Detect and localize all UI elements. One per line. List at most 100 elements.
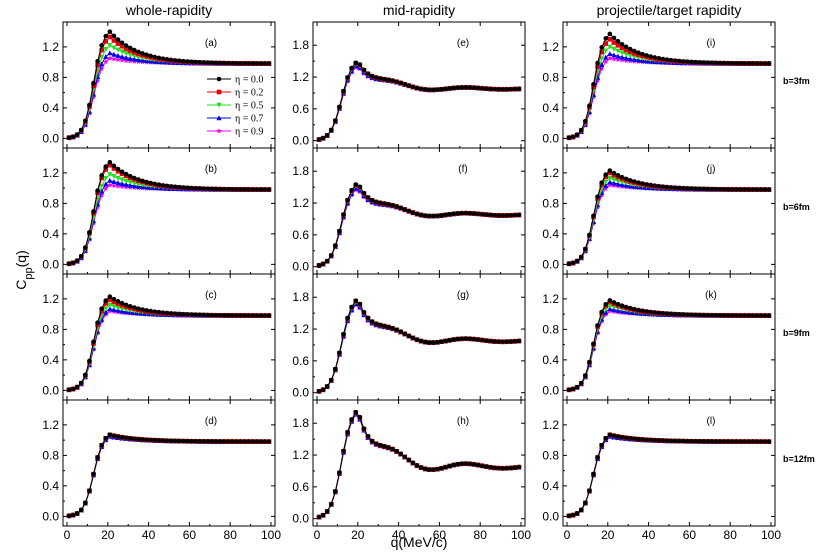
data-point [492,339,497,344]
data-point [656,55,662,61]
data-point [103,58,109,65]
data-point [357,301,363,307]
x-tick-label: 40 [142,528,156,542]
data-point [607,303,613,309]
data-point [627,56,633,62]
data-point [721,313,727,318]
data-point [750,61,755,66]
data-point [164,310,170,316]
data-point [74,511,80,516]
data-point [353,409,359,415]
data-point [611,35,617,41]
data-point [172,311,178,317]
data-point [705,439,711,444]
data-point [632,436,637,442]
panel-label: (a) [205,38,217,49]
data-point [238,61,243,66]
data-point [164,57,170,62]
data-point [516,86,522,92]
data-point [607,432,613,438]
data-point [607,182,613,188]
data-point [717,186,723,192]
data-point [705,186,711,192]
data-point [377,322,383,328]
data-point [615,178,621,184]
panel-label: (g) [457,290,469,301]
data-point [103,167,109,172]
data-point [324,509,330,514]
legend-marker [216,128,222,134]
data-point [578,381,584,386]
legend-marker [216,89,222,95]
data-point [152,437,158,443]
data-point [123,171,129,177]
y-ticks: 0.0 0.4 0.8 1.2 [542,418,775,523]
series-line [568,33,769,139]
data-point [337,228,342,234]
data-point [459,85,465,90]
x-tick-label: 0 [314,528,321,542]
data-point [516,338,522,344]
data-point [496,87,501,92]
data-point [680,185,686,191]
data-point [766,61,772,66]
data-point [611,46,617,52]
data-point [603,36,609,41]
series-line [568,169,769,265]
data-point [115,299,121,304]
data-point [607,175,613,181]
data-point [734,187,739,192]
data-point [627,53,633,59]
y-ticks: 0.0 0.6 1.2 1.8 [292,416,525,526]
series-line [68,164,269,265]
data-point [660,438,666,443]
data-point [250,187,255,192]
data-point [725,313,731,318]
data-point [180,311,186,317]
data-point [766,187,772,192]
data-point [430,213,436,219]
data-point [119,57,125,63]
x-tick-label: 80 [474,528,488,542]
data-point [144,308,149,313]
data-point [95,320,100,325]
data-point [333,366,338,372]
data-point [430,340,436,345]
data-point [619,54,625,60]
data-point [627,435,633,441]
data-point [361,310,367,315]
data-point [447,337,452,343]
data-point [168,438,174,444]
data-point [320,261,326,267]
data-point [103,435,109,441]
data-point [164,438,170,444]
data-point [713,186,719,192]
data-point [632,179,637,184]
data-point [623,55,629,61]
data-point [115,41,121,46]
data-point [479,86,485,91]
data-point [115,180,121,186]
data-point [471,462,477,467]
data-point [680,59,686,64]
series-group [316,60,522,143]
data-point [402,331,408,337]
data-point [107,177,113,183]
row-label-b3fm: b=3fm [783,76,810,86]
y-tick-label: 1.8 [292,38,309,52]
panel-frame [312,21,526,149]
series-markers [566,179,772,267]
data-point [119,43,125,49]
data-point [709,312,715,318]
data-point [127,304,133,309]
data-point [70,386,76,392]
legend-label: η = 0.5 [235,101,263,112]
data-point [492,212,497,218]
data-point [78,507,84,513]
data-point [475,337,481,342]
data-point [185,312,190,317]
data-point [406,208,412,214]
data-point [74,132,80,137]
data-point [115,37,121,42]
